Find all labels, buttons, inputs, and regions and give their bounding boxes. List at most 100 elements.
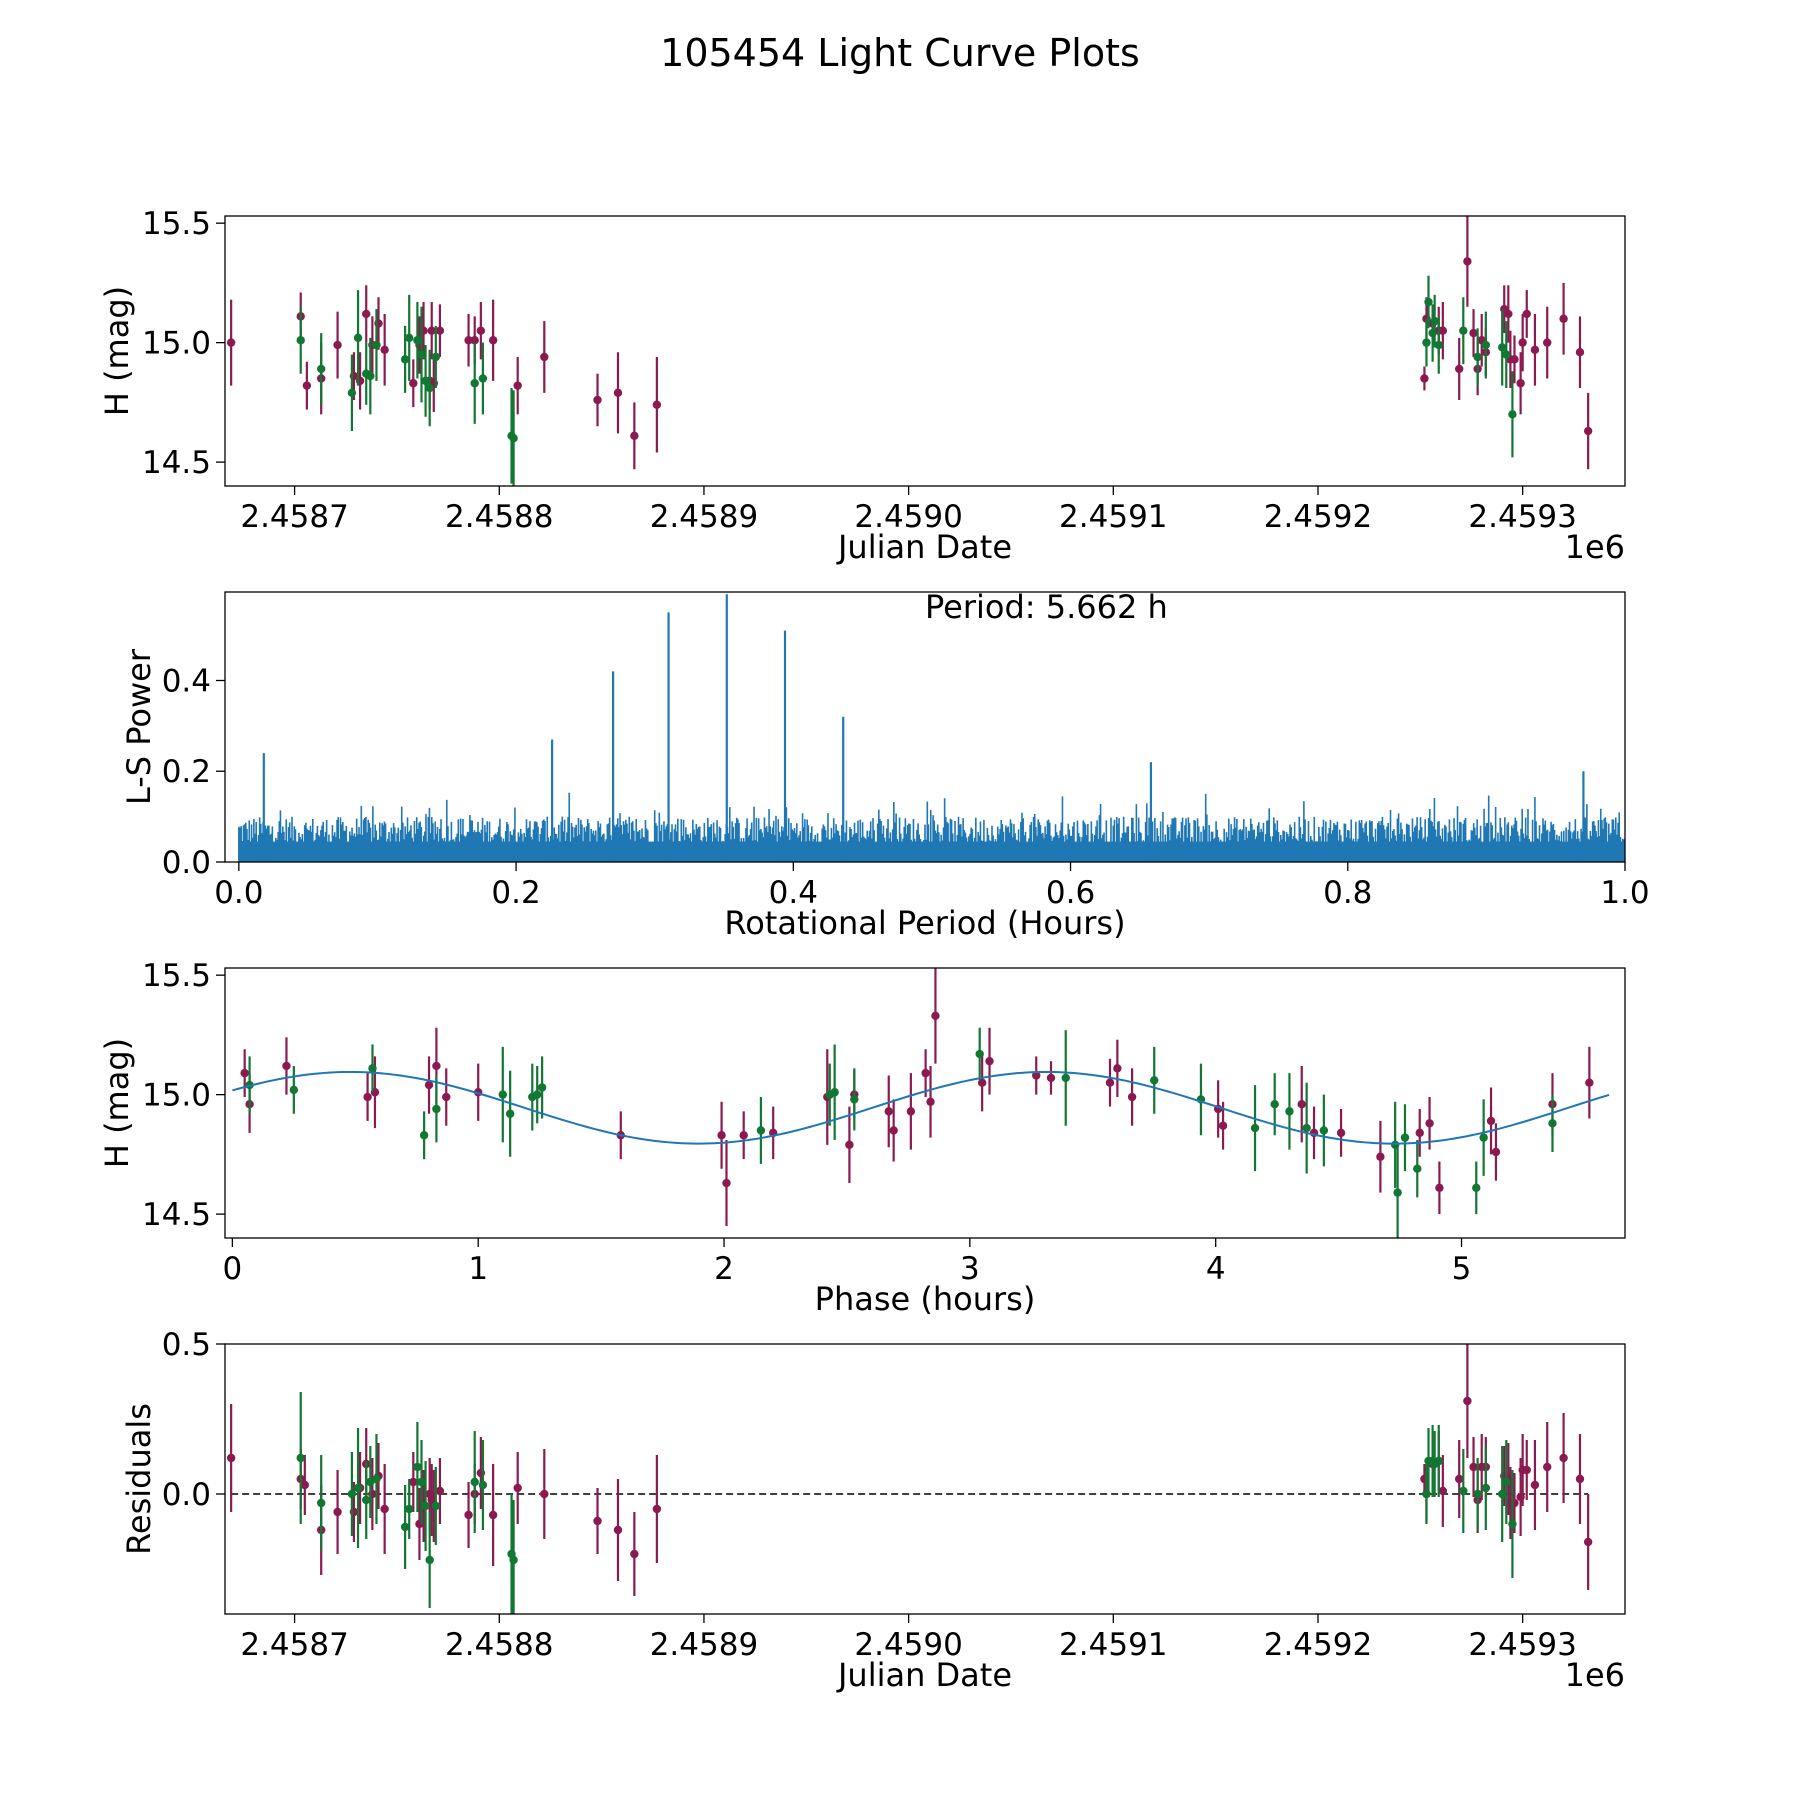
residuals-filter-a-point	[1463, 1396, 1472, 1406]
phased-filter-b-point	[505, 1109, 515, 1118]
lightcurve-filter-a-point	[1559, 314, 1568, 323]
lightcurve-filter-a-point	[1420, 374, 1429, 383]
phased-filter-a-point	[363, 1092, 372, 1102]
phased-filter-a-point	[432, 1061, 441, 1071]
phased-fit-curve	[232, 1070, 1610, 1145]
phased-filter-a-point	[1415, 1128, 1424, 1138]
periodogram-xtick-label: 0.8	[1323, 875, 1372, 911]
phased-xtick-label: 3	[960, 1251, 980, 1287]
periodogram-xtick-label: 0.2	[491, 875, 540, 911]
lightcurve-filter-a-point	[1518, 338, 1527, 347]
residuals-filter-b-point	[372, 1474, 381, 1484]
residuals-xtick-label: 2.4589	[650, 1627, 758, 1663]
panel-residuals: 2.4587 2.4588 2.4589 2.4590 2.4591 2.4592 2.45…	[120, 1327, 1626, 1694]
lightcurve-filter-b-point	[1459, 326, 1468, 335]
phased-filter-b-point	[368, 1064, 377, 1073]
phased-filter-a-point	[1297, 1099, 1306, 1109]
lightcurve-filter-a-point	[409, 379, 418, 388]
lightcurve-filter-b-point	[413, 336, 422, 345]
residuals-filter-a-point	[1438, 1486, 1448, 1496]
residuals-filter-a-point	[1559, 1453, 1568, 1463]
lightcurve-filter-b-point	[1424, 297, 1433, 307]
panel-lightcurve: 2.4587 2.4588 2.4589 2.4590 2.4591 2.4592 2.45…	[98, 206, 1626, 566]
residuals-filter-b-point	[1497, 1489, 1507, 1499]
phased-filter-a-point	[931, 1011, 940, 1020]
residuals-ticks: 2.4587 2.4588 2.4589 2.4590 2.4591 2.4592 2.45…	[162, 1327, 1577, 1663]
lightcurve-filter-a-point	[1469, 328, 1478, 338]
periodogram-marks	[238, 594, 1625, 862]
phased-filter-a-point	[1425, 1119, 1434, 1128]
periodogram-ticks: 0.0 0.2 0.4 0.6 0.8 1.0 0.0 0.2 0.4	[162, 663, 1650, 911]
residuals-filter-a-point	[513, 1483, 522, 1493]
panel-periodogram: 0.0 0.2 0.4 0.6 0.8 1.0 0.0 0.2 0.4 Period: 5.66…	[120, 588, 1650, 942]
lightcurve-filter-b-point	[316, 364, 326, 374]
residuals-filter-a-point	[226, 1453, 236, 1463]
residuals-filter-b-point	[353, 1483, 363, 1493]
phased-filter-a-point	[1376, 1152, 1385, 1161]
residuals-filter-b-point	[417, 1477, 426, 1487]
phased-filter-b-point	[1393, 1188, 1402, 1197]
residuals-xtick-label: 2.4591	[1059, 1627, 1167, 1663]
lightcurve-filter-a-point	[593, 395, 602, 405]
residuals-filter-a-point	[488, 1510, 498, 1520]
lightcurve-filter-b-point	[478, 374, 488, 383]
phased-filter-a-point	[1127, 1092, 1137, 1102]
lightcurve-filter-a-point	[613, 388, 623, 398]
phased-filter-a-point	[1105, 1078, 1115, 1087]
lightcurve-filter-a-point	[1522, 309, 1531, 319]
periodogram-ytick-label: 0.0	[162, 845, 211, 881]
residuals-filter-a-point	[464, 1510, 473, 1520]
residuals-xtick-label: 2.4592	[1264, 1627, 1372, 1663]
residuals-filter-b-point	[470, 1477, 479, 1487]
residuals-xlabel: Julian Date	[836, 1656, 1012, 1694]
phased-filter-b-point	[537, 1083, 547, 1092]
phased-xtick-label: 2	[714, 1251, 734, 1287]
lightcurve-filter-a-point	[427, 326, 436, 335]
phased-filter-b-point	[1400, 1133, 1410, 1142]
residuals-filter-b-point	[316, 1498, 326, 1508]
phased-axes-frame	[224, 967, 1626, 1239]
residuals-filter-b-point	[1434, 1456, 1443, 1466]
lightcurve-ytick-label: 15.0	[142, 326, 211, 362]
lightcurve-filter-b-point	[1434, 340, 1443, 350]
phased-filter-a-point	[282, 1061, 291, 1071]
residuals-filter-b-point	[413, 1462, 422, 1472]
lightcurve-ylabel: H (mag)	[98, 286, 136, 416]
residuals-filter-a-point	[1522, 1465, 1531, 1475]
residuals-xtick-label: 2.4588	[445, 1627, 553, 1663]
phased-filter-a-point	[1046, 1073, 1056, 1083]
lightcurve-filter-b-point	[1430, 316, 1439, 326]
lightcurve-filter-a-point	[435, 326, 445, 335]
phased-filter-b-point	[1548, 1119, 1557, 1128]
lightcurve-filter-a-point	[1510, 355, 1519, 364]
lightcurve-filter-a-point	[513, 381, 522, 390]
phased-filter-a-point	[1113, 1064, 1122, 1073]
residuals-filter-b-point	[509, 1555, 518, 1565]
phased-filter-a-point	[717, 1131, 726, 1140]
figure-title: 105454 Light Curve Plots	[660, 31, 1140, 75]
phased-ytick-label: 15.0	[142, 1078, 211, 1114]
phased-filter-a-point	[1585, 1078, 1594, 1087]
residuals-filter-a-point	[652, 1504, 662, 1514]
residuals-filter-b-point	[1459, 1486, 1468, 1496]
phased-filter-b-point	[830, 1088, 839, 1097]
residuals-filter-a-point	[435, 1486, 445, 1496]
residuals-filter-a-point	[630, 1549, 639, 1559]
phased-filter-a-point	[977, 1078, 987, 1087]
residuals-filter-a-point	[380, 1504, 389, 1514]
lightcurve-xtick-label: 2.4589	[650, 499, 758, 535]
residuals-xtick-label: 2.4587	[240, 1627, 348, 1663]
lightcurve-xtick-label: 2.4591	[1059, 499, 1167, 535]
phased-filter-a-point	[985, 1056, 994, 1066]
lightcurve-filter-b-point	[366, 371, 375, 381]
periodogram-xlabel: Rotational Period (Hours)	[724, 904, 1125, 942]
phased-filter-a-point	[884, 1107, 893, 1116]
phased-ytick-label: 15.5	[142, 958, 211, 994]
residuals-filter-a-point	[333, 1507, 342, 1517]
residuals-filter-a-point	[1583, 1537, 1593, 1547]
lightcurve-xtick-label: 2.4593	[1468, 499, 1576, 535]
phased-filter-b-point	[1270, 1099, 1279, 1109]
phased-filter-b-point	[533, 1090, 542, 1099]
phased-filter-a-point	[1491, 1147, 1501, 1157]
